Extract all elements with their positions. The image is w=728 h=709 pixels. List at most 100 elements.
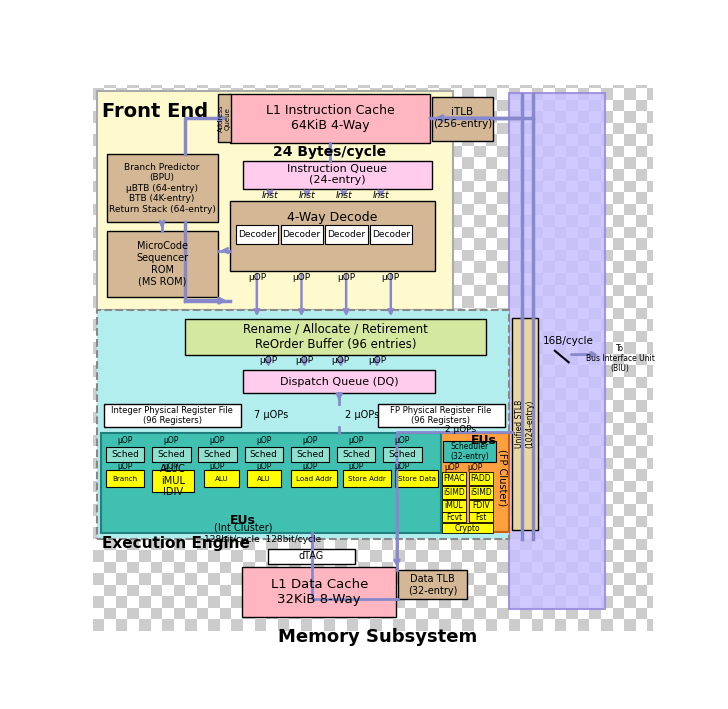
Bar (289, 446, 301, 458)
Bar (543, 596, 555, 608)
Bar (555, 181, 566, 192)
Bar (370, 377, 381, 389)
Bar (232, 377, 243, 389)
Bar (636, 181, 647, 192)
Bar (497, 504, 509, 515)
Bar (116, 458, 127, 469)
Bar (442, 486, 466, 499)
Bar (531, 169, 543, 181)
Bar (636, 354, 647, 365)
Bar (301, 596, 312, 608)
Bar (659, 446, 670, 458)
Bar (266, 446, 277, 458)
Bar (601, 539, 612, 550)
Bar (370, 308, 381, 319)
Bar (624, 423, 636, 435)
Bar (624, 65, 636, 77)
Bar (151, 469, 162, 481)
Bar (636, 284, 647, 296)
Bar (197, 377, 208, 389)
Bar (370, 493, 381, 504)
Bar (324, 157, 336, 169)
Bar (624, 469, 636, 481)
Bar (439, 539, 451, 550)
Bar (208, 181, 220, 192)
Bar (370, 574, 381, 585)
Bar (127, 100, 139, 111)
Bar (624, 574, 636, 585)
Bar (370, 250, 381, 262)
Bar (208, 169, 220, 181)
Bar (659, 550, 670, 562)
Bar (474, 157, 486, 169)
Bar (162, 146, 174, 157)
Bar (405, 123, 416, 135)
Bar (370, 146, 381, 157)
Bar (232, 596, 243, 608)
Bar (93, 319, 104, 330)
Bar (509, 330, 521, 342)
Bar (624, 620, 636, 631)
Bar (232, 296, 243, 308)
Bar (324, 308, 336, 319)
Bar (578, 585, 590, 596)
Bar (370, 400, 381, 411)
Bar (243, 481, 255, 493)
Bar (405, 319, 416, 330)
Bar (162, 574, 174, 585)
Bar (578, 342, 590, 354)
Bar (139, 284, 151, 296)
Bar (266, 203, 277, 216)
Bar (439, 181, 451, 192)
Bar (486, 203, 497, 216)
Bar (116, 157, 127, 169)
Bar (208, 342, 220, 354)
Bar (486, 365, 497, 377)
Bar (416, 527, 428, 539)
Bar (659, 608, 670, 620)
Bar (439, 608, 451, 620)
Bar (370, 157, 381, 169)
Text: μOP: μOP (256, 462, 272, 471)
Bar (116, 262, 127, 273)
Bar (370, 608, 381, 620)
Bar (336, 527, 347, 539)
Bar (301, 458, 312, 469)
Bar (174, 308, 185, 319)
Bar (324, 216, 336, 227)
Bar (127, 342, 139, 354)
Bar (578, 296, 590, 308)
Bar (255, 77, 266, 88)
Bar (405, 238, 416, 250)
Bar (428, 88, 439, 100)
Bar (139, 377, 151, 389)
Bar (647, 493, 659, 504)
Bar (324, 574, 336, 585)
Bar (439, 157, 451, 169)
Bar (543, 608, 555, 620)
Bar (543, 216, 555, 227)
Bar (636, 227, 647, 238)
Bar (590, 365, 601, 377)
Bar (497, 469, 509, 481)
Bar (647, 273, 659, 284)
Bar (543, 203, 555, 216)
Bar (336, 446, 347, 458)
Bar (578, 111, 590, 123)
Bar (370, 458, 381, 469)
Bar (289, 65, 301, 77)
Bar (139, 596, 151, 608)
Bar (566, 77, 578, 88)
Bar (509, 296, 521, 308)
Text: Crypto: Crypto (454, 524, 480, 532)
Bar (127, 273, 139, 284)
Bar (624, 411, 636, 423)
Bar (197, 169, 208, 181)
Bar (647, 262, 659, 273)
Bar (383, 447, 422, 462)
Bar (543, 574, 555, 585)
Bar (439, 620, 451, 631)
Bar (162, 608, 174, 620)
Text: FADD: FADD (470, 474, 491, 484)
Bar (139, 469, 151, 481)
